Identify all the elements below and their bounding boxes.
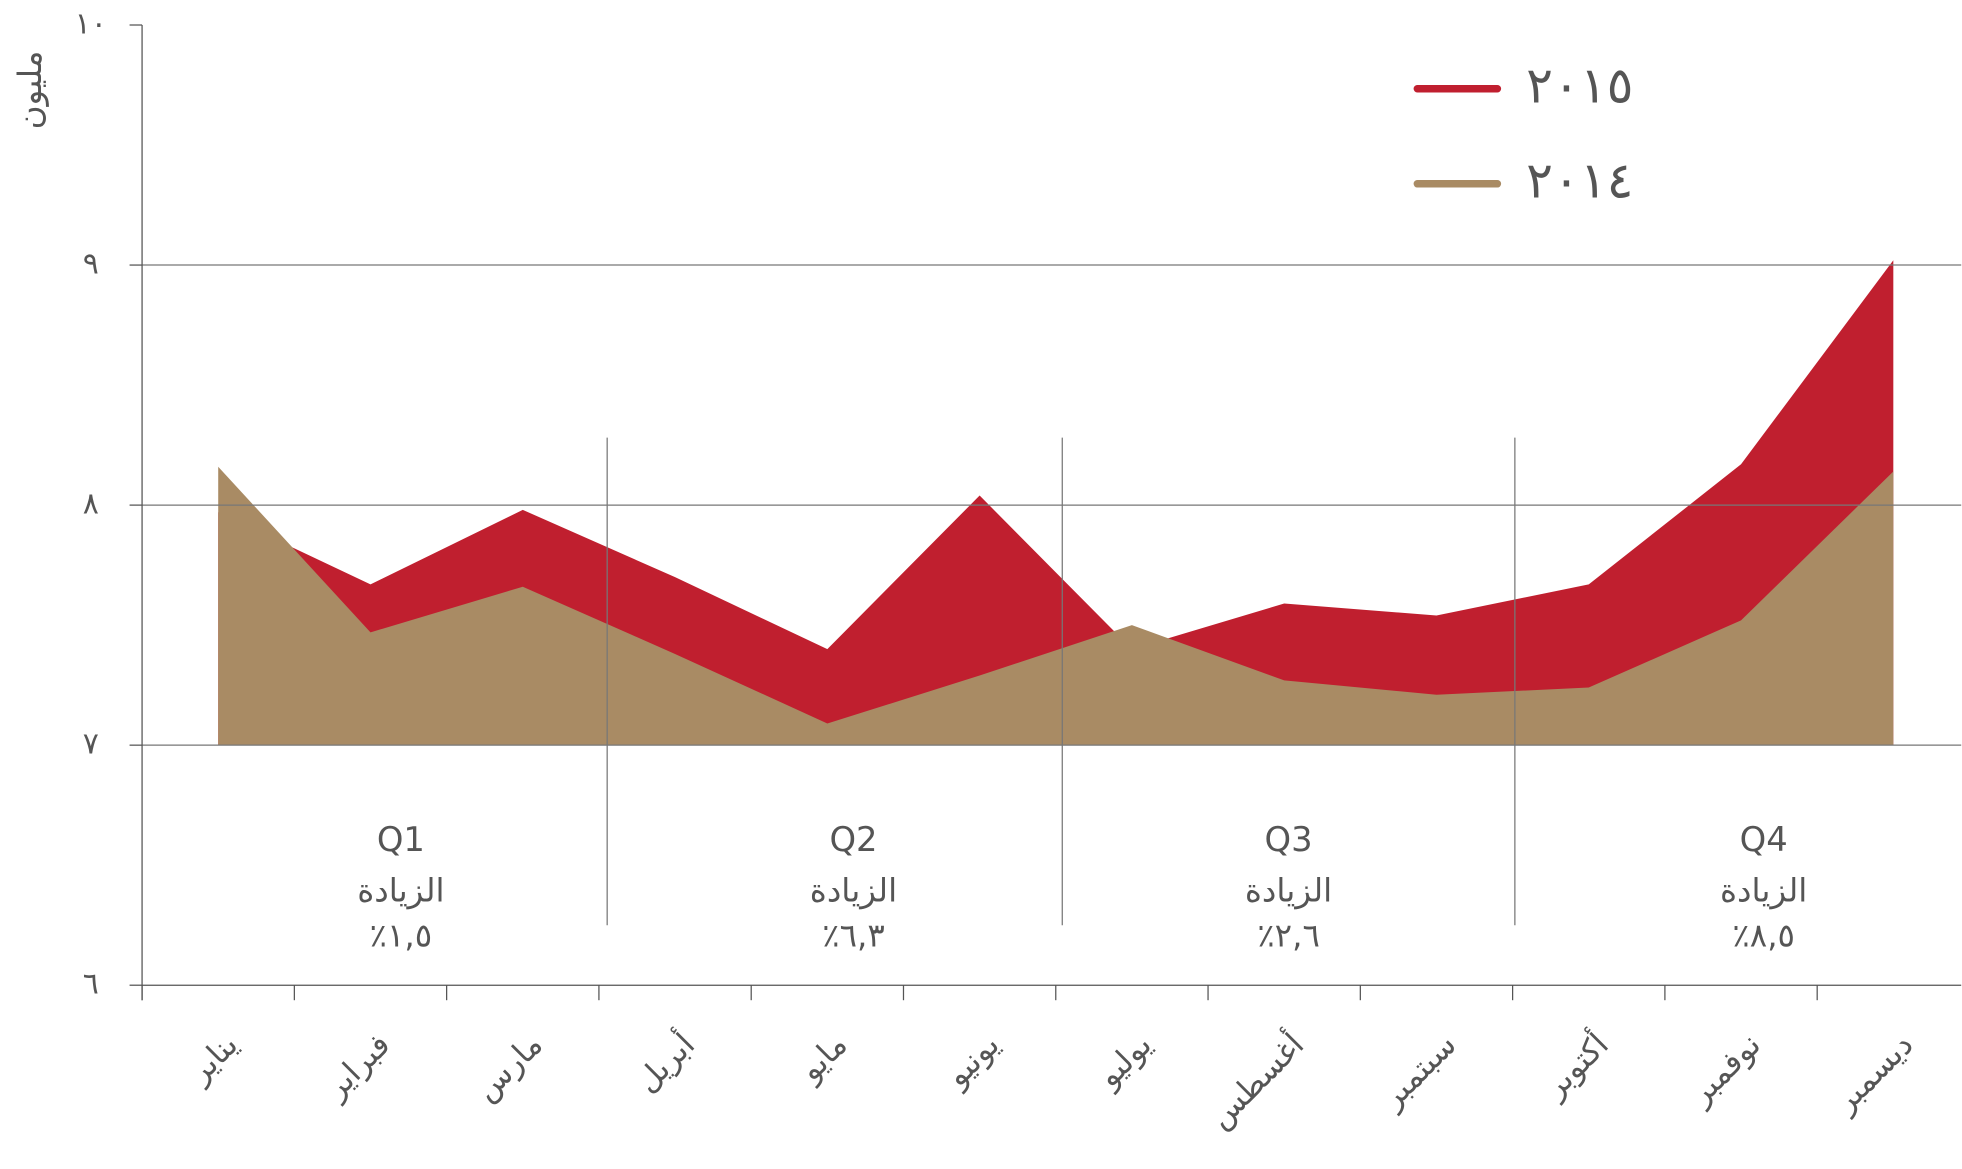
legend-label: ٢٠١٥ xyxy=(1526,56,1633,114)
x-tick-label: فبراير xyxy=(317,1027,398,1108)
quarter-label: Q3 xyxy=(1265,820,1313,859)
quarter-text: الزيادة xyxy=(810,872,897,910)
x-tick-label: يونيو xyxy=(938,1027,1007,1096)
y-tick-label: ٦ xyxy=(83,967,99,1002)
quarter-change: ٪٨,٥ xyxy=(1732,917,1795,955)
area xyxy=(218,466,1894,746)
quarter-text: الزيادة xyxy=(1245,872,1332,910)
quarter-change: ٪٢,٦ xyxy=(1257,917,1320,955)
x-tick-label: أبريل xyxy=(627,1025,702,1100)
x-tick-label: ديسمبر xyxy=(1826,1027,1920,1121)
x-tick-label: يناير xyxy=(180,1027,245,1092)
y-tick-label: ١٠ xyxy=(75,7,107,42)
x-tick-label: مايو xyxy=(791,1027,854,1090)
x-tick-label: يوليو xyxy=(1090,1027,1159,1096)
y-tick-label: ٩ xyxy=(83,247,99,282)
quarter-label: Q4 xyxy=(1740,820,1788,859)
x-tick-label: نوفمبر xyxy=(1681,1027,1768,1114)
x-tick-label: أغسطس xyxy=(1200,1025,1311,1136)
area xyxy=(218,260,1894,746)
quarter-text: الزيادة xyxy=(1720,872,1807,910)
quarter-label: Q1 xyxy=(377,820,425,859)
y-tick-label: ٨ xyxy=(83,487,99,522)
quarter-change: ٪٦,٣ xyxy=(822,917,885,955)
quarter-change: ٪١,٥ xyxy=(370,917,433,955)
x-tick-label: سبتمبر xyxy=(1373,1027,1463,1117)
x-tick-label: مارس xyxy=(468,1027,550,1109)
y-axis-label: مليون xyxy=(11,51,49,130)
quarter-label: Q2 xyxy=(829,820,877,859)
legend-label: ٢٠١٤ xyxy=(1526,151,1633,209)
x-tick-label: أكتوبر xyxy=(1534,1025,1616,1107)
y-tick-label: ٧ xyxy=(83,727,99,762)
quarter-text: الزيادة xyxy=(357,872,444,910)
